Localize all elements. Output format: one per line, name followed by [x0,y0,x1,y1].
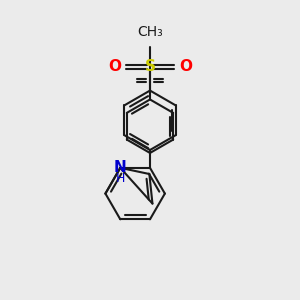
Text: S: S [145,59,155,74]
Text: H: H [116,172,125,185]
Text: O: O [108,59,121,74]
Text: CH₃: CH₃ [137,25,163,38]
Text: N: N [114,160,127,175]
Text: O: O [179,59,192,74]
